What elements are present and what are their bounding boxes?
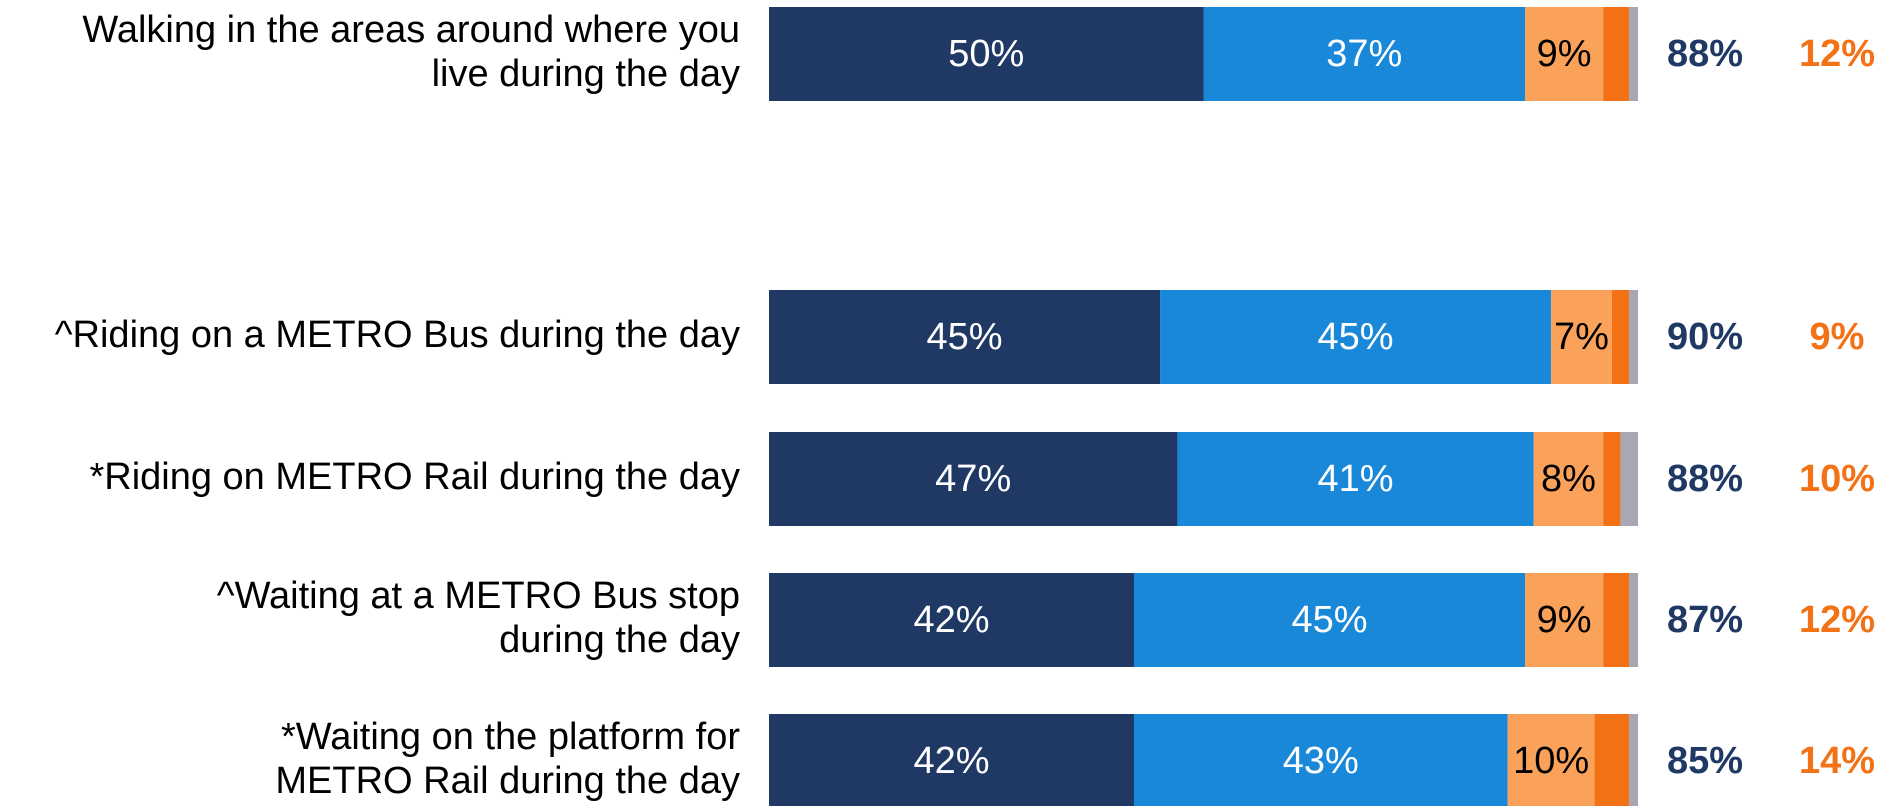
category-label: ^Riding on a METRO Bus during the day [55,314,740,356]
category-label: ^Waiting at a METRO Bus stop [217,575,740,617]
bar-segment [1177,432,1534,526]
value-label: 43% [1283,740,1359,782]
value-label: 7% [1554,316,1609,358]
bar-segment [1611,290,1630,384]
bar-segment [1620,432,1638,526]
value-label: 10% [1513,740,1589,782]
bar-segment [769,7,1204,101]
category-label: METRO Rail during the day [275,760,740,802]
value-label: 8% [1541,458,1596,500]
category-label: *Waiting on the platform for [281,716,740,758]
total-label: 14% [1799,740,1875,782]
bar-segment [1160,290,1552,384]
bar-segment [1594,714,1630,806]
category-label: live during the day [432,53,740,95]
bar-segment [1603,573,1630,667]
value-label: 42% [913,740,989,782]
total-label: 12% [1799,33,1875,75]
bar-segment [1603,7,1630,101]
value-label: 37% [1326,33,1402,75]
total-label: 9% [1810,316,1865,358]
category-label: Walking in the areas around where you [82,9,740,51]
total-label: 88% [1667,458,1743,500]
value-label: 41% [1318,458,1394,500]
total-label: 85% [1667,740,1743,782]
bar-segment [1629,714,1638,806]
bar-segment [1551,290,1612,384]
bar-segment [1507,714,1595,806]
bar-segment [1203,7,1526,101]
bar-segment [1133,573,1526,667]
category-label: *Riding on METRO Rail during the day [89,456,740,498]
bar-segment [1629,290,1638,384]
total-label: 90% [1667,316,1743,358]
bar-segment [1533,432,1604,526]
value-label: 45% [1318,316,1394,358]
total-label: 88% [1667,33,1743,75]
value-label: 50% [948,33,1024,75]
value-label: 9% [1537,599,1592,641]
bar-segment [769,290,1161,384]
bar-segment [1525,7,1604,101]
bar-segment [1133,714,1508,806]
value-label: 45% [1291,599,1367,641]
value-label: 42% [913,599,989,641]
category-label: during the day [499,619,740,661]
total-label: 12% [1799,599,1875,641]
bar-segment [769,573,1134,667]
bar-segment [1525,573,1604,667]
bar-segment [769,432,1178,526]
bar-segment [769,714,1134,806]
bar-segment [1629,7,1638,101]
total-label: 10% [1799,458,1875,500]
bar-segment [1629,573,1638,667]
total-label: 87% [1667,599,1743,641]
value-label: 9% [1537,33,1592,75]
value-label: 47% [935,458,1011,500]
value-label: 45% [926,316,1002,358]
bar-segment [1603,432,1621,526]
